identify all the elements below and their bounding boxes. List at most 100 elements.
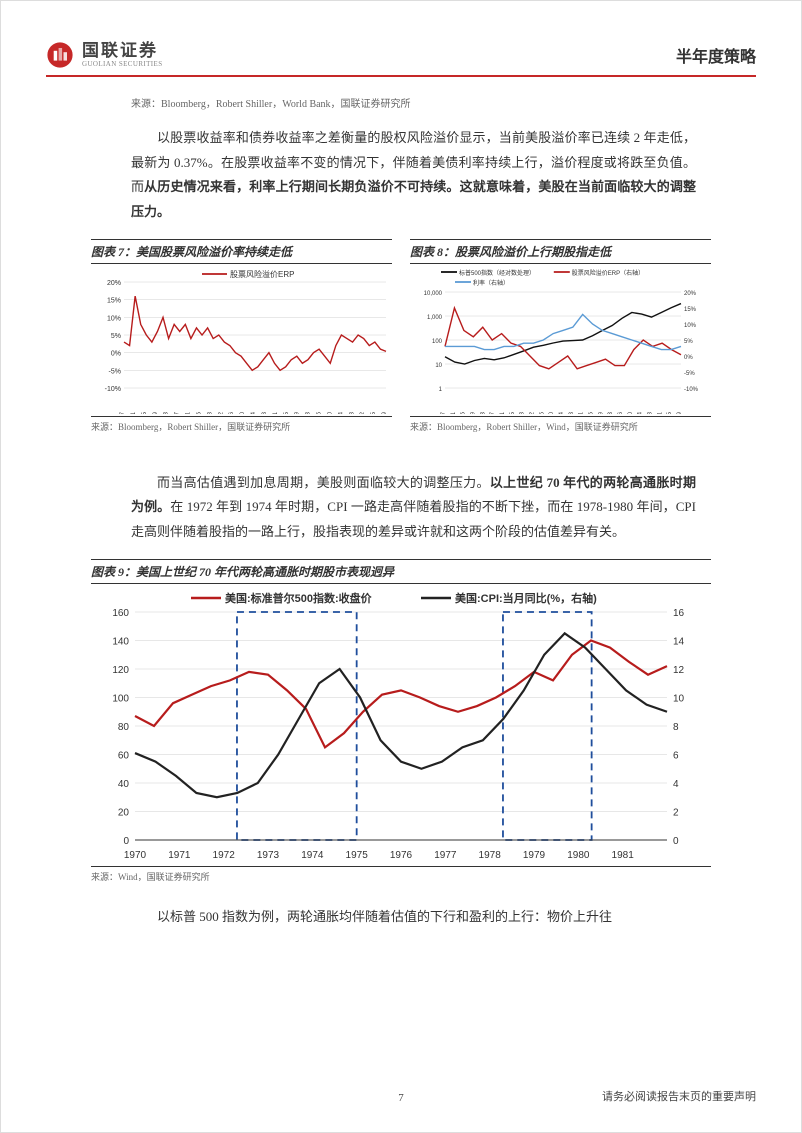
chart7-block: 图表 7：美国股票风险溢价率持续走低 股票风险溢价ERP20%15%10%5%0… xyxy=(91,239,392,433)
svg-text:100: 100 xyxy=(431,339,442,345)
svg-text:1979: 1979 xyxy=(523,850,546,861)
svg-text:140: 140 xyxy=(112,636,129,647)
svg-text:1977: 1977 xyxy=(434,850,457,861)
svg-text:1943: 1943 xyxy=(480,411,486,414)
para1-part-b: 从历史情况来看，利率上行期间长期负溢价不可持续。这就意味着，美股在当前面临较大的… xyxy=(131,179,696,219)
svg-text:1966: 1966 xyxy=(539,411,545,414)
svg-text:利率（右轴）: 利率（右轴） xyxy=(473,279,509,287)
svg-text:-5%: -5% xyxy=(108,368,120,375)
svg-text:1962: 1962 xyxy=(218,411,224,414)
svg-text:2008: 2008 xyxy=(349,411,355,414)
paragraph-3: 以标普 500 指数为例，两轮通胀均伴随着估值的下行和盈利的上行：物价上升往 xyxy=(131,905,696,930)
svg-text:1931: 1931 xyxy=(130,411,136,414)
doc-type: 半年度策略 xyxy=(676,43,756,67)
paragraph-2: 而当高估值遇到加息周期，美股则面临较大的调整压力。以上世纪 70 年代的两轮高通… xyxy=(131,471,696,545)
svg-text:1962: 1962 xyxy=(529,411,535,414)
svg-text:标普500指数（经对数处理）: 标普500指数（经对数处理） xyxy=(459,269,535,277)
chart9-block: 图表 9：美国上世纪 70 年代两轮高通胀时期股市表现迥异 美国:标准普尔500… xyxy=(91,559,711,883)
svg-text:2000: 2000 xyxy=(327,411,333,414)
svg-text:-5%: -5% xyxy=(684,371,695,377)
svg-text:10%: 10% xyxy=(106,315,120,322)
svg-text:10%: 10% xyxy=(684,323,697,329)
svg-text:20: 20 xyxy=(118,807,130,818)
svg-text:0%: 0% xyxy=(110,350,120,357)
logo-en: GUOLIAN SECURITIES xyxy=(82,61,163,68)
logo-zh: 国联证券 xyxy=(82,42,163,59)
svg-text:1981: 1981 xyxy=(612,850,635,861)
svg-text:股票风险溢价ERP（右轴）: 股票风险溢价ERP（右轴） xyxy=(571,269,643,277)
chart-row-7-8: 图表 7：美国股票风险溢价率持续走低 股票风险溢价ERP20%15%10%5%0… xyxy=(91,239,711,433)
svg-text:1955: 1955 xyxy=(509,411,515,414)
chart7-title: 图表 7：美国股票风险溢价率持续走低 xyxy=(91,239,392,264)
logo-block: 国联证券 GUOLIAN SECURITIES xyxy=(46,41,163,69)
svg-text:2015: 2015 xyxy=(371,411,377,414)
svg-text:10,000: 10,000 xyxy=(423,291,442,297)
svg-text:1978: 1978 xyxy=(568,411,574,414)
svg-text:12: 12 xyxy=(673,665,685,676)
svg-text:1943: 1943 xyxy=(163,411,169,414)
svg-text:2: 2 xyxy=(673,807,679,818)
svg-text:20%: 20% xyxy=(106,280,120,287)
chart9-title: 图表 9：美国上世纪 70 年代两轮高通胀时期股市表现迥异 xyxy=(91,559,711,584)
svg-text:2019: 2019 xyxy=(677,411,683,414)
svg-text:60: 60 xyxy=(118,750,130,761)
svg-text:1980: 1980 xyxy=(567,850,590,861)
svg-text:1978: 1978 xyxy=(479,850,502,861)
svg-text:1: 1 xyxy=(438,387,442,393)
svg-text:15%: 15% xyxy=(106,297,120,304)
svg-text:2000: 2000 xyxy=(627,411,633,414)
svg-text:100: 100 xyxy=(112,693,129,704)
svg-text:1958: 1958 xyxy=(519,411,525,414)
svg-text:-10%: -10% xyxy=(684,387,699,393)
svg-text:16: 16 xyxy=(673,608,685,619)
svg-text:1927: 1927 xyxy=(120,411,126,414)
svg-text:1973: 1973 xyxy=(257,850,280,861)
svg-text:2019: 2019 xyxy=(382,411,388,414)
svg-text:8: 8 xyxy=(673,722,679,733)
svg-text:1989: 1989 xyxy=(294,411,300,414)
svg-text:-10%: -10% xyxy=(104,386,120,393)
svg-text:1951: 1951 xyxy=(500,411,506,414)
chart8-canvas: 标普500指数（经对数处理） 股票风险溢价ERP（右轴） 利率（右轴） 10,000 1… xyxy=(410,264,711,414)
para2-part-a: 而当高估值遇到加息周期，美股则面临较大的调整压力。 xyxy=(157,475,490,490)
svg-text:1974: 1974 xyxy=(251,411,257,414)
chart7-source: 来源：Bloomberg，Robert Shiller，国联证券研究所 xyxy=(91,416,392,433)
chart8-title: 图表 8：股票风险溢价上行期股指走低 xyxy=(410,239,711,264)
svg-text:0%: 0% xyxy=(684,355,693,361)
company-logo-icon xyxy=(46,41,74,69)
footer-disclaimer: 请务必阅读报告末页的重要声明 xyxy=(602,1088,756,1104)
svg-text:1996: 1996 xyxy=(618,411,624,414)
svg-text:1985: 1985 xyxy=(283,411,289,414)
chart9-canvas: 美国:标准普尔500指数:收盘价美国:CPI:当月同比(%，右轴)1601401… xyxy=(91,584,711,864)
chart9-source: 来源：Wind，国联证券研究所 xyxy=(91,866,711,883)
svg-text:1981: 1981 xyxy=(272,411,278,414)
svg-text:5%: 5% xyxy=(684,339,693,345)
svg-text:1972: 1972 xyxy=(213,850,236,861)
svg-text:1989: 1989 xyxy=(598,411,604,414)
svg-text:1993: 1993 xyxy=(608,411,614,414)
page-header: 国联证券 GUOLIAN SECURITIES 半年度策略 xyxy=(46,41,756,77)
svg-text:1939: 1939 xyxy=(152,411,158,414)
svg-text:1971: 1971 xyxy=(168,850,191,861)
svg-text:40: 40 xyxy=(118,779,130,790)
svg-text:1978: 1978 xyxy=(261,411,267,414)
svg-text:1985: 1985 xyxy=(588,411,594,414)
svg-text:1935: 1935 xyxy=(460,411,466,414)
svg-text:0: 0 xyxy=(123,836,129,847)
chart8-source: 来源：Bloomberg，Robert Shiller，Wind，国联证券研究所 xyxy=(410,416,711,433)
svg-text:1981: 1981 xyxy=(578,411,584,414)
logo-text: 国联证券 GUOLIAN SECURITIES xyxy=(82,42,163,68)
page-footer: . 请务必阅读报告末页的重要声明 xyxy=(46,1088,756,1104)
svg-text:2008: 2008 xyxy=(647,411,653,414)
svg-text:1975: 1975 xyxy=(346,850,369,861)
svg-text:2011: 2011 xyxy=(657,411,663,414)
svg-text:1951: 1951 xyxy=(185,411,191,414)
svg-text:80: 80 xyxy=(118,722,130,733)
svg-text:1958: 1958 xyxy=(207,411,213,414)
svg-text:2004: 2004 xyxy=(637,411,643,414)
svg-text:2004: 2004 xyxy=(338,411,344,414)
svg-text:0: 0 xyxy=(673,836,679,847)
svg-text:1970: 1970 xyxy=(124,850,147,861)
svg-text:120: 120 xyxy=(112,665,129,676)
svg-text:160: 160 xyxy=(112,608,129,619)
